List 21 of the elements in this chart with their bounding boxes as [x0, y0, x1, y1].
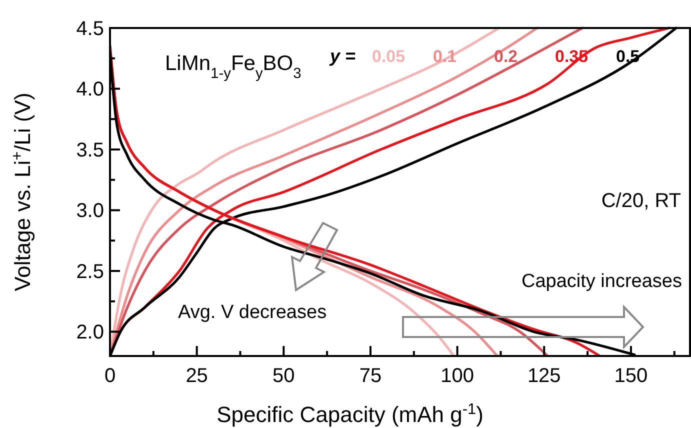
x-tick-label: 0 — [104, 365, 116, 387]
x-tick-label: 25 — [186, 365, 208, 387]
y-tick-label: 4.5 — [76, 18, 104, 40]
x-tick-label: 100 — [440, 365, 474, 387]
y-tick-label: 2.0 — [76, 322, 104, 344]
annotation: C/20, RT — [601, 190, 681, 212]
legend-title: y = — [329, 46, 356, 66]
annotation: Capacity increases — [521, 271, 682, 292]
x-axis-title: Specific Capacity (mAh g$^{-1}$) — [216, 400, 484, 427]
annotation: Avg. V decreases — [178, 302, 327, 323]
y-tick-label: 4.0 — [76, 78, 104, 101]
series-label: 0.2 — [494, 47, 518, 66]
x-tick-label: 125 — [527, 365, 561, 387]
x-tick-label: 50 — [272, 365, 295, 387]
x-tick-label: 75 — [359, 365, 382, 387]
x-tick-label: 150 — [614, 365, 648, 387]
series-label: 0.05 — [372, 47, 406, 66]
y-tick-label: 3.5 — [76, 139, 104, 162]
y-tick-label: 3.0 — [76, 200, 104, 222]
y-tick-label: 2.5 — [76, 260, 104, 283]
annotation: LiMn$_{1-y}$Fe$_{y}$BO$_{3}$ — [165, 52, 302, 82]
